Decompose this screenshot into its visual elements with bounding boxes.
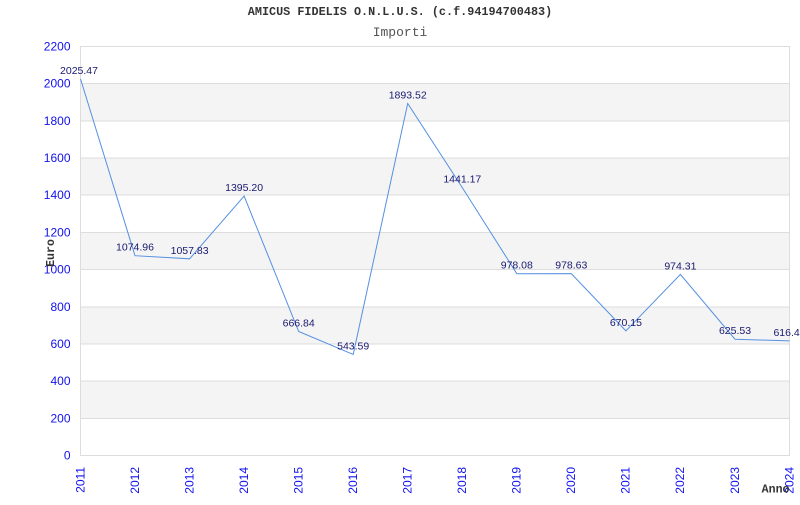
svg-text:1893.52: 1893.52 [389,90,427,102]
svg-text:1400: 1400 [44,188,71,202]
svg-text:1200: 1200 [44,225,71,239]
svg-text:2022: 2022 [673,467,687,494]
svg-text:1057.83: 1057.83 [171,245,209,257]
svg-text:400: 400 [50,374,70,388]
svg-text:200: 200 [50,411,70,425]
svg-text:2200: 2200 [44,40,71,54]
svg-text:2000: 2000 [44,77,71,91]
svg-text:543.59: 543.59 [337,340,369,352]
svg-text:1600: 1600 [44,151,71,165]
svg-text:1800: 1800 [44,114,71,128]
svg-text:2019: 2019 [510,467,524,494]
svg-text:1000: 1000 [44,263,71,277]
svg-text:0: 0 [64,449,71,463]
svg-text:2015: 2015 [292,467,306,494]
svg-text:600: 600 [50,337,70,351]
svg-text:Euro: Euro [45,239,58,267]
svg-text:2017: 2017 [401,467,415,494]
svg-text:2023: 2023 [728,467,742,494]
svg-text:Anno: Anno [762,484,790,497]
svg-text:625.53: 625.53 [719,325,751,337]
svg-text:666.84: 666.84 [283,318,315,330]
svg-text:800: 800 [50,300,70,314]
svg-text:2011: 2011 [73,467,87,493]
svg-text:2024: 2024 [782,467,796,494]
svg-text:2013: 2013 [182,467,196,494]
svg-text:2018: 2018 [455,467,469,494]
svg-text:670.15: 670.15 [610,317,642,329]
svg-text:2020: 2020 [564,467,578,494]
svg-text:978.08: 978.08 [501,260,533,272]
svg-text:978.63: 978.63 [555,260,587,272]
svg-text:2025.47: 2025.47 [60,65,98,77]
svg-text:AMICUS FIDELIS O.N.L.U.S. (c.f: AMICUS FIDELIS O.N.L.U.S. (c.f.941947004… [248,5,552,19]
svg-text:616.47: 616.47 [773,327,800,339]
svg-text:Importi: Importi [373,25,428,40]
svg-text:2014: 2014 [237,467,251,494]
svg-text:2021: 2021 [619,467,633,494]
svg-text:2012: 2012 [128,467,142,494]
svg-text:1441.17: 1441.17 [443,174,481,186]
svg-text:1074.96: 1074.96 [116,242,154,254]
svg-text:1395.20: 1395.20 [225,182,263,194]
svg-text:2016: 2016 [346,467,360,494]
svg-text:974.31: 974.31 [664,260,696,272]
